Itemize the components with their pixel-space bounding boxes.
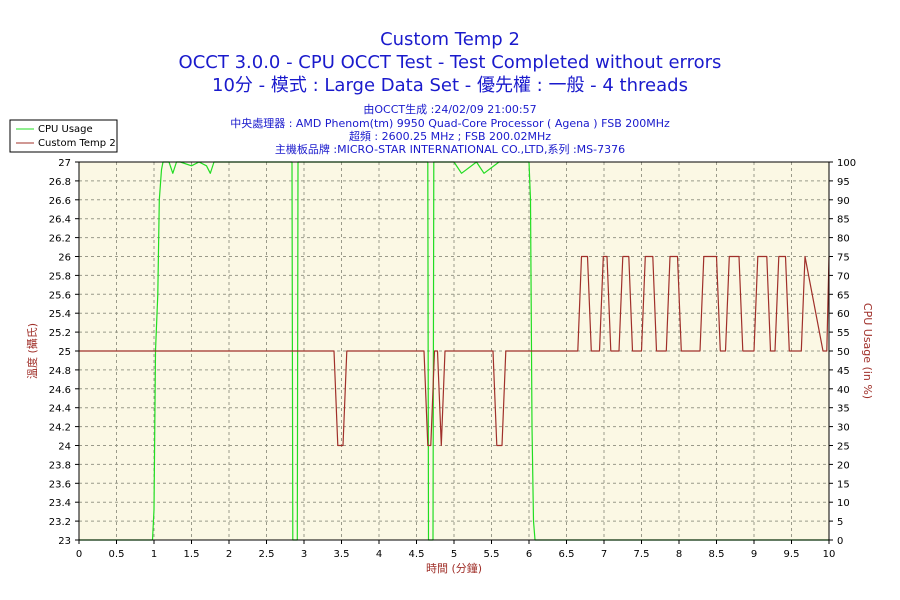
y-left-tick-label: 24.4	[49, 404, 71, 415]
series-line-custom-temp-2	[79, 255, 830, 447]
y-left-tick-label: 23	[58, 536, 71, 547]
chart-title: Custom Temp 2	[380, 29, 520, 50]
x-axis-ticks: 0 0.5 1 1.5 2 2.5 3 3.5 4 4.5 5 5.5 6 6.5 7 7.5 8 8.5 9 9.5…	[76, 540, 836, 560]
y-left-tick-label: 26.8	[49, 177, 71, 188]
y-right-tick-label: 45	[837, 366, 850, 377]
y-left-tick-label: 24.8	[49, 366, 71, 377]
x-tick-label: 5.5	[484, 549, 500, 560]
y-left-tick-label: 24	[58, 442, 71, 453]
x-tick-label: 2.5	[259, 549, 275, 560]
y-left-tick-label: 25.4	[49, 309, 71, 320]
x-tick-label: 1.5	[184, 549, 200, 560]
x-axis-label: 時間 (分鐘)	[426, 561, 482, 575]
legend-label-cpu-usage: CPU Usage	[38, 124, 93, 135]
y-left-tick-label: 26.2	[49, 234, 71, 245]
x-tick-label: 2	[226, 549, 232, 560]
x-tick-label: 0.5	[109, 549, 125, 560]
y-left-tick-label: 26.6	[49, 196, 71, 207]
y-left-tick-label: 23.6	[49, 479, 71, 490]
y-left-tick-label: 25.8	[49, 271, 71, 282]
y-left-tick-label: 25.2	[49, 328, 71, 339]
y-right-tick-label: 100	[837, 158, 856, 169]
x-tick-label: 6.5	[559, 549, 575, 560]
y-right-tick-label: 95	[837, 177, 850, 188]
chart-subtitle-test: OCCT 3.0.0 - CPU OCCT Test - Test Comple…	[179, 52, 722, 73]
y-right-tick-label: 50	[837, 347, 850, 358]
y-right-tick-label: 90	[837, 196, 850, 207]
info-motherboard: 主機板品牌 :MICRO-STAR INTERNATIONAL CO.,LTD,…	[275, 142, 625, 156]
legend: CPU Usage Custom Temp 2	[9, 119, 118, 153]
x-tick-label: 10	[823, 549, 836, 560]
y-right-tick-label: 15	[837, 479, 850, 490]
x-tick-label: 4	[376, 549, 382, 560]
y-left-tick-label: 23.8	[49, 460, 71, 471]
x-tick-label: 3	[301, 549, 307, 560]
y-right-tick-label: 65	[837, 290, 850, 301]
x-tick-label: 8	[676, 549, 682, 560]
x-tick-label: 7	[601, 549, 607, 560]
y-left-tick-label: 23.4	[49, 498, 71, 509]
y-left-tick-label: 25	[58, 347, 71, 358]
info-cpu: 中央處理器 : AMD Phenom(tm) 9950 Quad-Core Pr…	[230, 116, 670, 130]
x-tick-label: 3.5	[334, 549, 350, 560]
info-generated: 由OCCT生成 :24/02/09 21:00:57	[363, 102, 536, 116]
legend-label-custom-temp: Custom Temp 2	[38, 138, 116, 149]
y-right-axis-ticks: 0 5 10 15 20 25 30 35 40 45 50 55 60 65 70 75 80 85 90 95 10…	[829, 158, 856, 547]
y-left-tick-label: 24.6	[49, 385, 71, 396]
x-tick-label: 6	[526, 549, 532, 560]
y-left-axis-ticks: 23 23.2 23.4 23.6 23.8 24 24.2 24.4 24.6 24.8 25 25…	[49, 158, 79, 547]
x-tick-label: 0	[76, 549, 82, 560]
y-right-tick-label: 40	[837, 385, 850, 396]
y-right-tick-label: 70	[837, 271, 850, 282]
y-right-tick-label: 20	[837, 460, 850, 471]
y-left-tick-label: 23.2	[49, 517, 71, 528]
y-right-tick-label: 55	[837, 328, 850, 339]
x-tick-label: 9	[751, 549, 757, 560]
y-right-tick-label: 5	[837, 517, 843, 528]
y-right-tick-label: 25	[837, 442, 850, 453]
x-tick-label: 4.5	[409, 549, 425, 560]
x-tick-label: 5	[451, 549, 457, 560]
chart-subtitle-mode: 10分 - 模式 : Large Data Set - 優先權 : 一般 - 4…	[212, 75, 688, 96]
y-right-tick-label: 85	[837, 215, 850, 226]
y-right-tick-label: 30	[837, 423, 850, 434]
info-clock: 超頻 : 2600.25 MHz ; FSB 200.02MHz	[349, 129, 551, 143]
y-left-tick-label: 25.6	[49, 290, 71, 301]
y-right-tick-label: 80	[837, 234, 850, 245]
x-tick-label: 9.5	[784, 549, 800, 560]
y-right-tick-label: 35	[837, 404, 850, 415]
x-tick-label: 7.5	[634, 549, 650, 560]
y-left-tick-label: 27	[58, 158, 71, 169]
y-right-tick-label: 75	[837, 253, 850, 264]
y-left-tick-label: 26.4	[49, 215, 71, 226]
x-tick-label: 1	[151, 549, 157, 560]
y-right-tick-label: 60	[837, 309, 850, 320]
y-left-axis-label: 溫度 (攝氏)	[25, 323, 39, 379]
legend-box	[9, 119, 118, 153]
y-right-axis-label: CPU Usage (in %)	[861, 303, 874, 399]
y-left-tick-label: 26	[58, 253, 71, 264]
y-right-tick-label: 0	[837, 536, 843, 547]
x-tick-label: 8.5	[709, 549, 725, 560]
y-right-tick-label: 10	[837, 498, 850, 509]
y-left-tick-label: 24.2	[49, 423, 71, 434]
